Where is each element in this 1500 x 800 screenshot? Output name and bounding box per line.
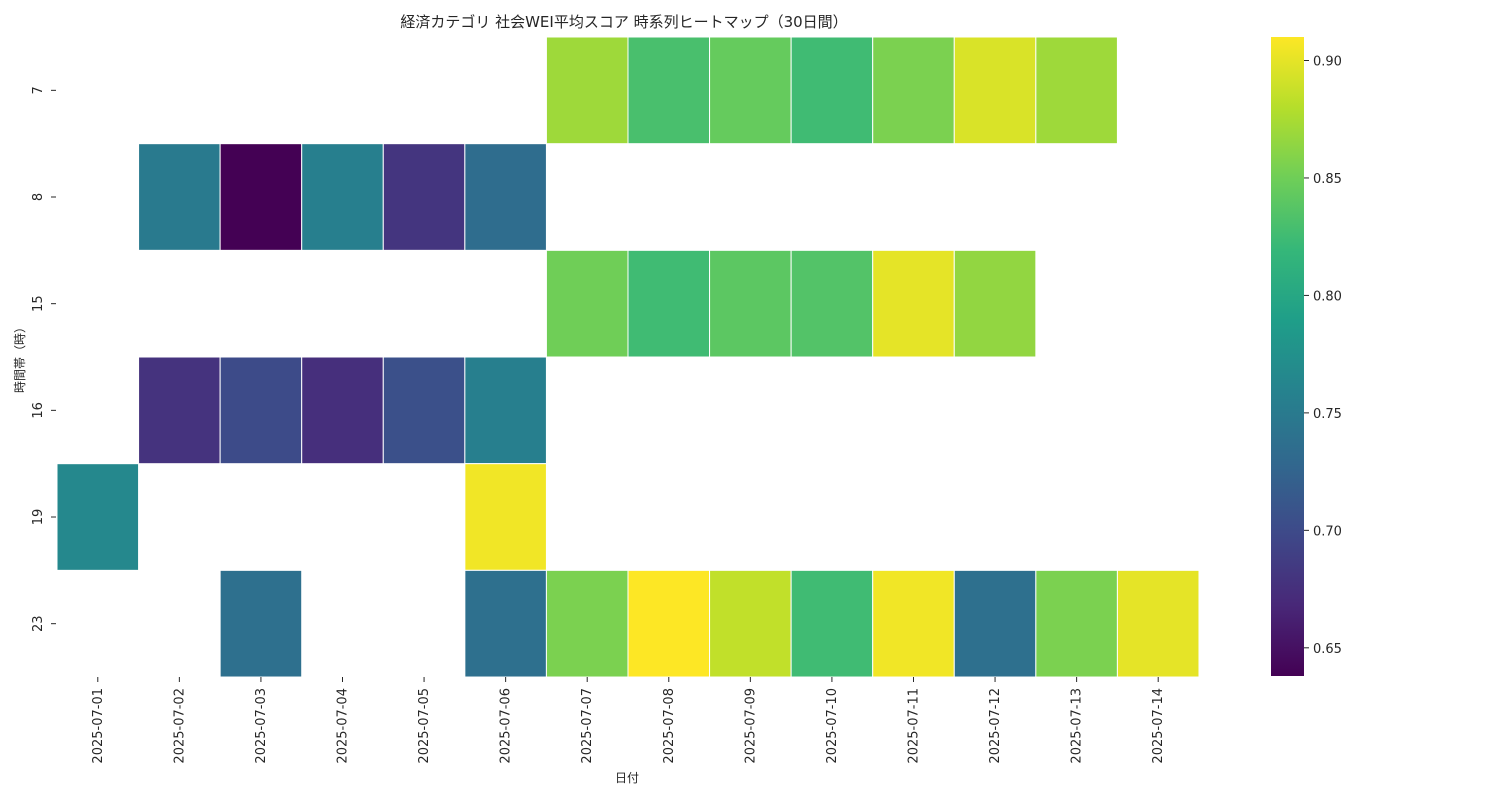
heatmap-cell	[709, 569, 792, 678]
colorbar-tick-label: 0.90	[1313, 54, 1342, 69]
colorbar-tick-label: 0.70	[1313, 524, 1342, 539]
y-tick-label: 16	[31, 402, 46, 419]
y-tick-label: 19	[31, 509, 46, 526]
x-tick-label: 2025-07-12	[988, 688, 1003, 764]
heatmap-cell	[219, 569, 303, 678]
heatmap-cell	[1035, 36, 1118, 145]
heatmap-cell	[464, 356, 547, 465]
x-tick-label: 2025-07-07	[580, 688, 595, 764]
x-tick-label: 2025-07-05	[417, 688, 432, 764]
x-tick-label: 2025-07-02	[172, 688, 187, 764]
x-tick-label: 2025-07-08	[662, 688, 677, 764]
heatmap-cell	[872, 36, 955, 145]
heatmap-cell	[790, 249, 874, 358]
x-tick-label: 2025-07-03	[254, 688, 269, 764]
heatmap-cell	[1116, 569, 1200, 678]
heatmap-cell	[790, 569, 874, 678]
heatmap-cell	[56, 463, 140, 571]
colorbar-tick-label: 0.65	[1313, 642, 1342, 657]
x-tick-label: 2025-07-14	[1151, 688, 1166, 764]
x-axis-label: 日付	[615, 771, 639, 785]
x-tick-label: 2025-07-04	[335, 688, 350, 764]
y-tick-label: 23	[31, 615, 46, 632]
heatmap-cell	[953, 569, 1037, 678]
y-tick-label: 15	[31, 295, 46, 312]
heatmap-cells	[56, 36, 1200, 678]
heatmap-cell	[545, 36, 629, 145]
heatmap-cell	[627, 249, 711, 358]
heatmap-cell	[464, 143, 547, 251]
y-tick-label: 8	[31, 193, 46, 201]
heatmap-cell	[138, 356, 221, 465]
heatmap-cell	[219, 143, 303, 251]
y-axis-ticks: 7 8 15 16 19 23	[31, 86, 56, 632]
colorbar-tick-label: 0.85	[1313, 172, 1342, 187]
x-tick-label: 2025-07-06	[499, 688, 514, 764]
heatmap-cell	[545, 249, 629, 358]
heatmap-cell	[953, 249, 1037, 358]
x-axis-ticks: 2025-07-01 2025-07-02 2025-07-03 2025-07-04…	[91, 677, 1166, 764]
heatmap-cell	[301, 356, 384, 465]
colorbar-tick-label: 0.80	[1313, 289, 1342, 304]
heatmap-cell	[219, 356, 303, 465]
chart-title: 経済カテゴリ 社会WEI平均スコア 時系列ヒートマップ（30日間）	[400, 13, 847, 31]
heatmap-cell	[953, 36, 1037, 145]
colorbar	[1271, 37, 1304, 676]
heatmap-cell	[464, 569, 547, 678]
heatmap-cell	[382, 143, 466, 251]
heatmap-cell	[709, 36, 792, 145]
heatmap-cell	[464, 463, 547, 571]
colorbar-ticks: 0.65 0.70 0.75 0.80 0.85 0.90	[1304, 54, 1342, 657]
y-axis-label: 時間帯（時）	[13, 321, 27, 393]
x-tick-label: 2025-07-10	[825, 688, 840, 764]
heatmap-cell	[301, 143, 384, 251]
y-tick-label: 7	[31, 86, 46, 94]
heatmap-cell	[382, 356, 466, 465]
heatmap-cell	[1035, 569, 1118, 678]
heatmap-cell	[545, 569, 629, 678]
heatmap-cell	[138, 143, 221, 251]
heatmap-cell	[790, 36, 874, 145]
x-tick-label: 2025-07-09	[743, 688, 758, 764]
heatmap-cell	[627, 36, 711, 145]
x-tick-label: 2025-07-11	[906, 688, 921, 764]
x-tick-label: 2025-07-01	[91, 688, 106, 764]
colorbar-tick-label: 0.75	[1313, 407, 1342, 422]
heatmap-cell	[709, 249, 792, 358]
heatmap-cell	[872, 249, 955, 358]
x-tick-label: 2025-07-13	[1070, 688, 1085, 764]
heatmap-cell	[627, 569, 711, 678]
heatmap-cell	[872, 569, 955, 678]
